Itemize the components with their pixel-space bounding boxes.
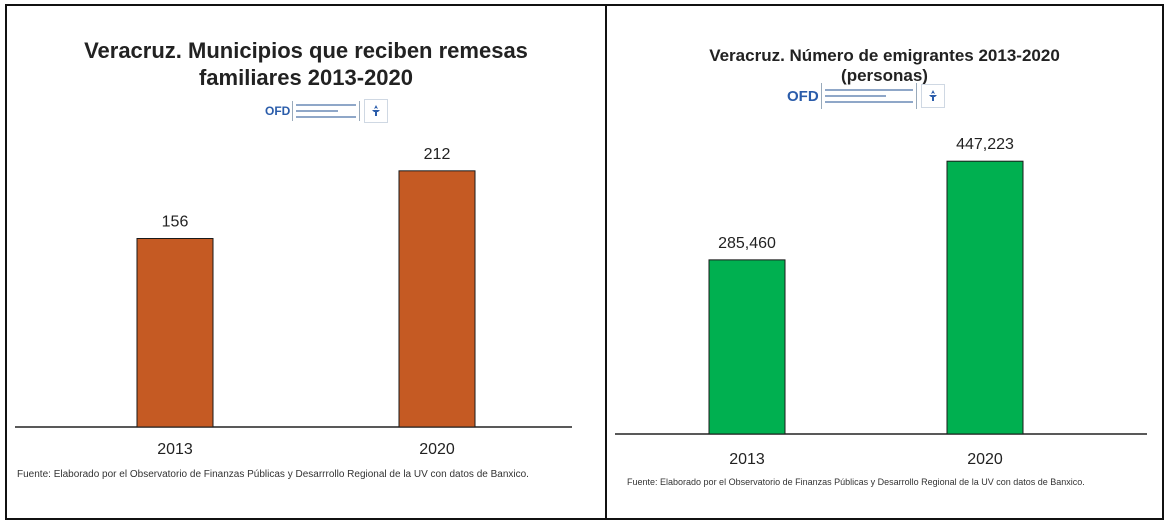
bar-2013 [136,238,214,428]
source-note: Fuente: Elaborado por el Observatorio de… [627,477,1085,487]
logo-lines [292,101,361,121]
x-tick-label: 2020 [419,441,455,458]
logo-text: OFD [787,87,819,105]
bar-2020 [398,170,476,428]
data-label: 212 [424,146,451,163]
chart-panel-left: Veracruz. Municipios que reciben remesas… [7,6,605,518]
bar-chart-municipios: 156 2013 212 2020 [15,146,572,458]
source-note: Fuente: Elaborado por el Observatorio de… [17,469,529,480]
data-label: 285,460 [718,235,776,252]
x-tick-label: 2020 [967,451,1003,468]
bar-2013 [708,259,786,435]
chart-title-line: Veracruz. Municipios que reciben remesas [84,38,528,63]
ofd-logo: OFD [265,99,389,123]
chart-panel-right: Veracruz. Número de emigrantes 2013-2020… [607,6,1162,518]
data-label: 447,223 [956,136,1014,153]
panel-divider [605,6,607,518]
chart-title: Veracruz. Municipios que reciben remesas… [7,38,605,92]
bar-chart-emigrantes: 285,460 2013 447,223 2020 [615,136,1147,468]
data-label: 156 [162,214,189,231]
bar-2020 [946,160,1024,435]
x-tick-label: 2013 [157,441,193,458]
logo-text: OFD [265,104,291,118]
logo-lines [820,83,917,109]
uv-emblem-icon [920,84,945,108]
chart-title-line: Veracruz. Número de emigrantes 2013-2020 [709,46,1060,65]
uv-emblem-icon [364,99,389,123]
chart-title: Veracruz. Número de emigrantes 2013-2020… [607,46,1162,86]
figure-frame: Veracruz. Municipios que reciben remesas… [5,4,1164,520]
ofd-logo: OFD [787,83,945,109]
x-tick-label: 2013 [729,451,765,468]
chart-title-line: (personas) [841,66,928,86]
chart-title-line: familiares 2013-2020 [198,64,414,90]
